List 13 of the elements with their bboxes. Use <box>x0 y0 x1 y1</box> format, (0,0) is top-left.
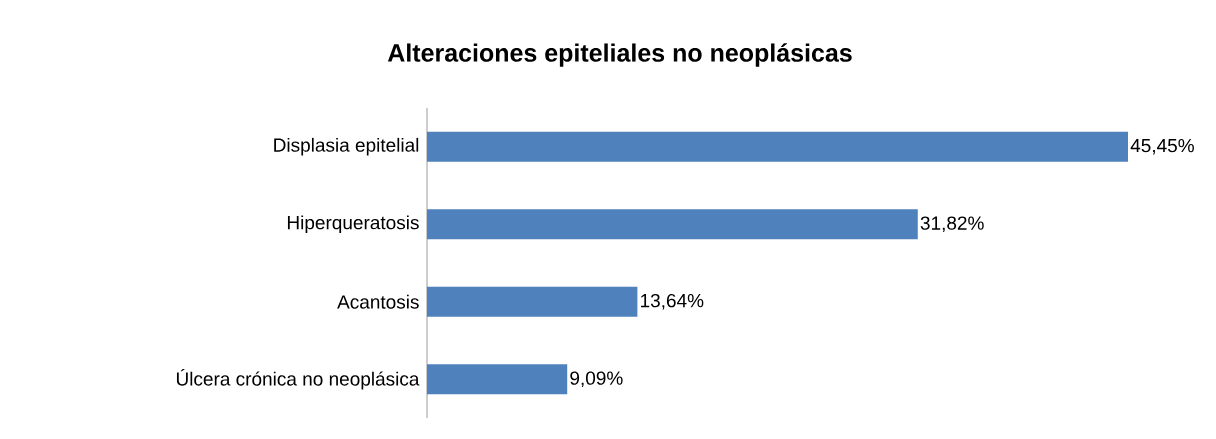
y-tick-label: Acantosis <box>337 294 419 309</box>
bar <box>427 286 638 317</box>
data-label: 45,45% <box>1130 138 1194 155</box>
chart-title: Alteraciones epiteliales no neoplásicas <box>387 43 852 67</box>
y-tick-label: Displasia epitelial <box>274 137 419 156</box>
data-label: 9,09% <box>570 371 623 388</box>
y-tick-label: Úlcera crónica no neoplásica <box>176 369 420 390</box>
bar <box>427 364 568 395</box>
bar <box>427 131 1128 162</box>
bar <box>427 209 918 240</box>
y-tick-label: Hiperqueratosis <box>287 215 419 234</box>
data-label: 31,82% <box>920 216 984 233</box>
data-label: 13,64% <box>641 293 704 310</box>
